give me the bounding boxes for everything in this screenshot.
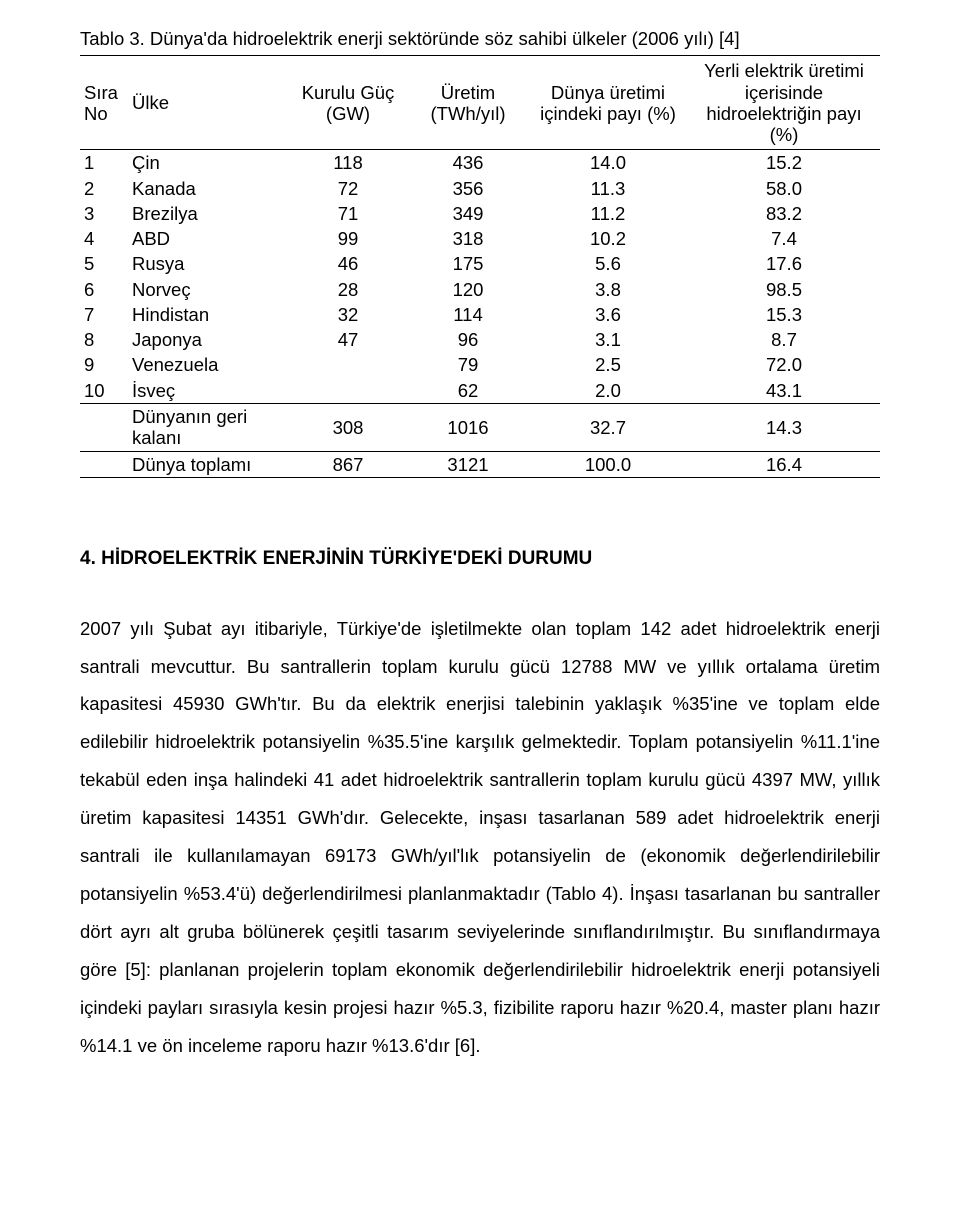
cell-no: 7 [80, 302, 128, 327]
cell-pay2: 7.4 [688, 226, 880, 251]
cell-pay1: 2.0 [528, 378, 688, 404]
hydro-countries-table: Sıra No Ülke Kurulu Güç (GW) Üretim (TWh… [80, 55, 880, 478]
cell-pay2: 58.0 [688, 176, 880, 201]
cell-twh: 62 [408, 378, 528, 404]
cell-twh: 349 [408, 201, 528, 226]
table-row: 10 İsveç 62 2.0 43.1 [80, 378, 880, 404]
cell-ulke: Kanada [128, 176, 288, 201]
cell-pay2: 17.6 [688, 251, 880, 276]
table-row: 2 Kanada 72 356 11.3 58.0 [80, 176, 880, 201]
page: Tablo 3. Dünya'da hidroelektrik enerji s… [0, 0, 960, 1226]
cell-gw: 867 [288, 451, 408, 477]
col-header-gw: Kurulu Güç (GW) [288, 56, 408, 150]
cell-gw: 308 [288, 403, 408, 451]
cell-no: 1 [80, 150, 128, 176]
cell-twh: 356 [408, 176, 528, 201]
cell-no: 4 [80, 226, 128, 251]
cell-pay1: 11.2 [528, 201, 688, 226]
cell-ulke: Dünyanın geri kalanı [128, 403, 288, 451]
cell-pay2: 15.3 [688, 302, 880, 327]
cell-no: 8 [80, 327, 128, 352]
cell-ulke: Dünya toplamı [128, 451, 288, 477]
col-header-twh: Üretim (TWh/yıl) [408, 56, 528, 150]
cell-twh: 175 [408, 251, 528, 276]
col-header-pay1: Dünya üretimi içindeki payı (%) [528, 56, 688, 150]
cell-gw: 47 [288, 327, 408, 352]
cell-pay2: 72.0 [688, 352, 880, 377]
cell-no: 2 [80, 176, 128, 201]
cell-twh: 436 [408, 150, 528, 176]
table-row: 3 Brezilya 71 349 11.2 83.2 [80, 201, 880, 226]
cell-ulke: Çin [128, 150, 288, 176]
cell-twh: 318 [408, 226, 528, 251]
cell-gw: 46 [288, 251, 408, 276]
cell-pay2: 14.3 [688, 403, 880, 451]
table-header-row: Sıra No Ülke Kurulu Güç (GW) Üretim (TWh… [80, 56, 880, 150]
cell-pay2: 16.4 [688, 451, 880, 477]
cell-pay1: 11.3 [528, 176, 688, 201]
cell-twh: 96 [408, 327, 528, 352]
table-row: 5 Rusya 46 175 5.6 17.6 [80, 251, 880, 276]
cell-ulke: Norveç [128, 277, 288, 302]
cell-pay2: 8.7 [688, 327, 880, 352]
cell-gw: 28 [288, 277, 408, 302]
cell-ulke: Brezilya [128, 201, 288, 226]
cell-twh: 3121 [408, 451, 528, 477]
table-row: 7 Hindistan 32 114 3.6 15.3 [80, 302, 880, 327]
section-paragraph: 2007 yılı Şubat ayı itibariyle, Türkiye'… [80, 610, 880, 1065]
table-summary-row: Dünya toplamı 867 3121 100.0 16.4 [80, 451, 880, 477]
cell-pay2: 15.2 [688, 150, 880, 176]
cell-pay1: 32.7 [528, 403, 688, 451]
table-row: 8 Japonya 47 96 3.1 8.7 [80, 327, 880, 352]
cell-pay1: 2.5 [528, 352, 688, 377]
cell-no: 9 [80, 352, 128, 377]
cell-no: 5 [80, 251, 128, 276]
cell-gw [288, 378, 408, 404]
cell-no: 10 [80, 378, 128, 404]
table-summary-row: Dünyanın geri kalanı 308 1016 32.7 14.3 [80, 403, 880, 451]
cell-pay1: 3.1 [528, 327, 688, 352]
cell-pay1: 14.0 [528, 150, 688, 176]
cell-gw: 71 [288, 201, 408, 226]
table-row: 4 ABD 99 318 10.2 7.4 [80, 226, 880, 251]
table-row: 1 Çin 118 436 14.0 15.2 [80, 150, 880, 176]
cell-pay2: 83.2 [688, 201, 880, 226]
cell-pay1: 5.6 [528, 251, 688, 276]
cell-gw: 32 [288, 302, 408, 327]
cell-ulke: Rusya [128, 251, 288, 276]
section-heading: 4. HİDROELEKTRİK ENERJİNİN TÜRKİYE'DEKİ … [80, 548, 880, 570]
cell-ulke: ABD [128, 226, 288, 251]
cell-ulke: İsveç [128, 378, 288, 404]
cell-pay1: 100.0 [528, 451, 688, 477]
col-header-no: Sıra No [80, 56, 128, 150]
cell-pay1: 3.8 [528, 277, 688, 302]
cell-no: 3 [80, 201, 128, 226]
cell-twh: 114 [408, 302, 528, 327]
cell-gw: 118 [288, 150, 408, 176]
table-body: 1 Çin 118 436 14.0 15.2 2 Kanada 72 356 … [80, 150, 880, 477]
cell-ulke: Hindistan [128, 302, 288, 327]
cell-gw [288, 352, 408, 377]
col-header-ulke: Ülke [128, 56, 288, 150]
cell-twh: 1016 [408, 403, 528, 451]
cell-ulke: Venezuela [128, 352, 288, 377]
cell-no: 6 [80, 277, 128, 302]
cell-pay2: 98.5 [688, 277, 880, 302]
table-caption: Tablo 3. Dünya'da hidroelektrik enerji s… [80, 28, 880, 49]
cell-gw: 72 [288, 176, 408, 201]
col-header-pay2: Yerli elektrik üretimi içerisinde hidroe… [688, 56, 880, 150]
cell-ulke: Japonya [128, 327, 288, 352]
table-row: 6 Norveç 28 120 3.8 98.5 [80, 277, 880, 302]
cell-no [80, 451, 128, 477]
cell-pay2: 43.1 [688, 378, 880, 404]
cell-twh: 79 [408, 352, 528, 377]
cell-pay1: 10.2 [528, 226, 688, 251]
table-row: 9 Venezuela 79 2.5 72.0 [80, 352, 880, 377]
cell-gw: 99 [288, 226, 408, 251]
cell-pay1: 3.6 [528, 302, 688, 327]
cell-twh: 120 [408, 277, 528, 302]
cell-no [80, 403, 128, 451]
